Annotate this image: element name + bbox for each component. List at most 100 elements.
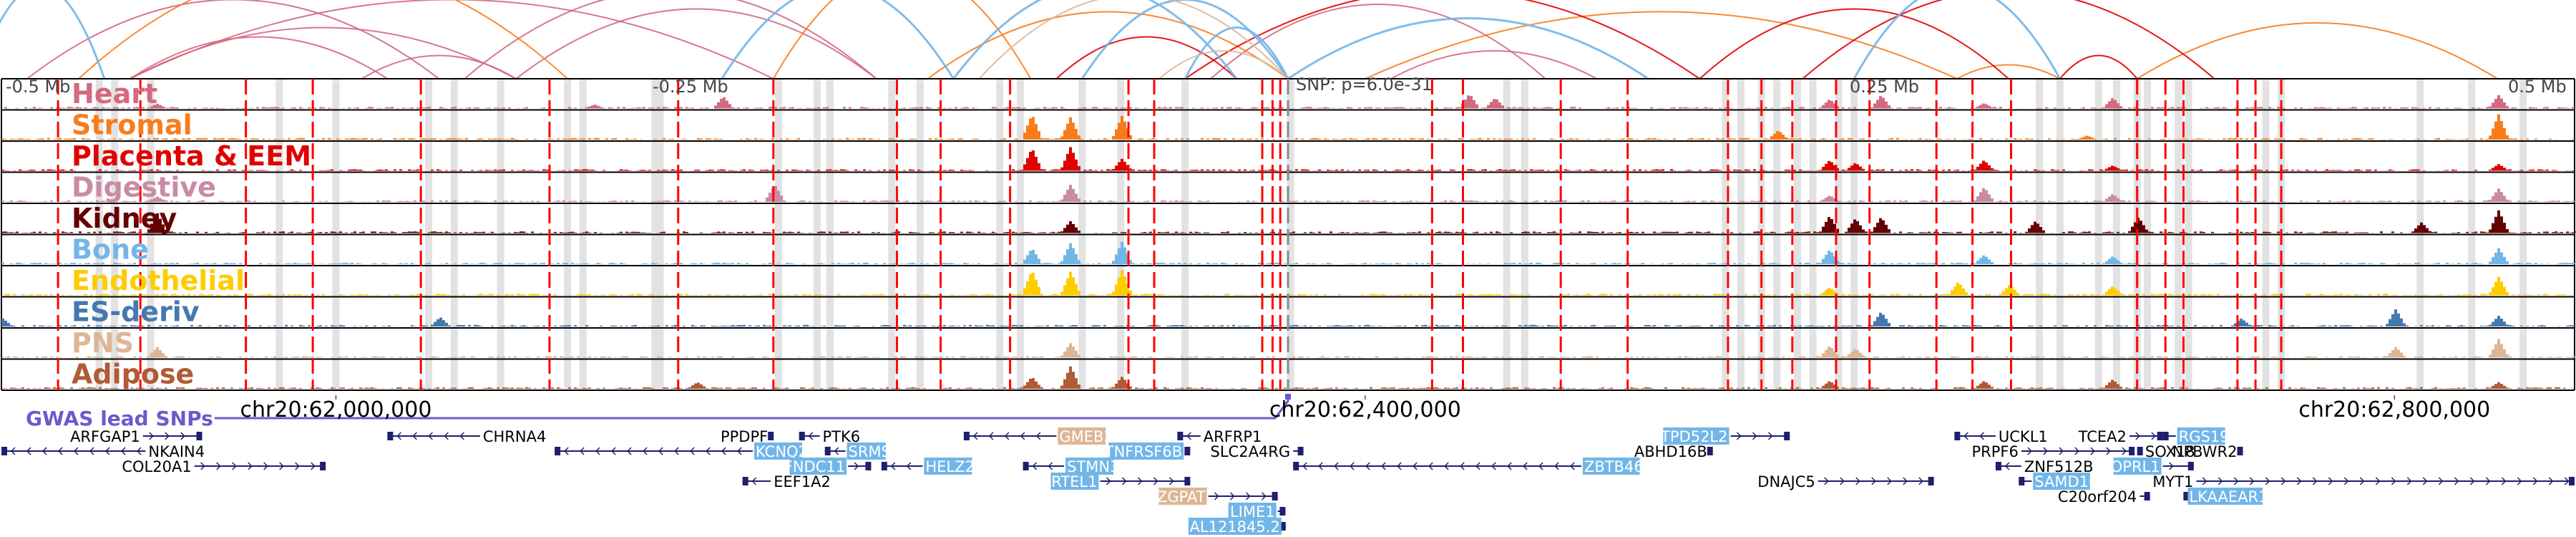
strand-forward-arrow-icon (2501, 477, 2507, 485)
gene-tcea2: TCEA2 (2078, 428, 2163, 445)
strand-forward-arrow-icon (2343, 477, 2349, 485)
strand-forward-arrow-icon (1137, 477, 1143, 485)
strand-forward-arrow-icon (1887, 477, 1892, 485)
strand-reverse-arrow-icon (1350, 462, 1355, 470)
gene-exon (2019, 477, 2025, 485)
strand-reverse-arrow-icon (721, 447, 726, 455)
strand-forward-arrow-icon (2202, 477, 2207, 485)
gene-exon (824, 447, 831, 455)
interaction-arc-16 (1184, 0, 1700, 79)
track-digestive (1, 185, 2576, 204)
gene-exon (2237, 447, 2243, 455)
strand-reverse-arrow-icon (1318, 462, 1323, 470)
strand-reverse-arrow-icon (595, 447, 600, 455)
strand-forward-arrow-icon (2517, 477, 2522, 485)
gene-oprl1: OPRL1 (2111, 458, 2194, 475)
gene-exon (2157, 432, 2163, 440)
strand-forward-arrow-icon (311, 462, 316, 470)
interaction-arc-14 (2137, 22, 2498, 79)
interaction-arc-28 (1158, 50, 1289, 79)
strand-reverse-arrow-icon (611, 447, 616, 455)
strand-reverse-arrow-icon (104, 447, 110, 455)
axis-labels: -0.5 Mb -0.25 Mb 0.25 Mb 0.5 Mb SNP: p=6… (6, 74, 2567, 97)
gene-exon (1293, 462, 1299, 470)
gene-zbtb46: ZBTB46 (1293, 458, 1644, 475)
gene-label: MYT1 (2152, 473, 2193, 490)
gene-myt1: MYT1 (2152, 473, 2575, 490)
strand-forward-arrow-icon (2059, 447, 2064, 455)
track-stromal (1, 114, 2576, 142)
gene-tnfrsf6b: TNFRSF6B (1104, 442, 1191, 460)
strand-reverse-arrow-icon (1334, 462, 1339, 470)
strand-forward-arrow-icon (149, 432, 154, 440)
strand-forward-arrow-icon (2280, 477, 2286, 485)
strand-reverse-arrow-icon (1475, 462, 1480, 470)
gene-exon (1279, 522, 1286, 531)
gene-exon (1184, 447, 1191, 455)
gene-rtel1: RTEL1 (1050, 473, 1191, 490)
gene-prpf6: PRPF6 (1972, 443, 2135, 460)
strand-forward-arrow-icon (2090, 447, 2095, 455)
strand-forward-arrow-icon (216, 462, 221, 470)
strand-reverse-arrow-icon (658, 447, 663, 455)
strand-reverse-arrow-icon (1538, 462, 1543, 470)
strand-forward-arrow-icon (854, 462, 859, 470)
strand-reverse-arrow-icon (1507, 462, 1512, 470)
gene-label: SRMS (848, 443, 890, 460)
strand-forward-arrow-icon (2375, 477, 2381, 485)
track-label-digestive: Digestive (72, 172, 216, 203)
strand-forward-arrow-icon (2485, 477, 2491, 485)
gene-exon (1995, 462, 2001, 470)
gene-exon (963, 432, 970, 440)
strand-reverse-arrow-icon (428, 432, 433, 440)
strand-reverse-arrow-icon (1979, 432, 1984, 440)
gene-label: ZBTB46 (1584, 458, 1644, 475)
gene-highlight-badge (1065, 458, 1114, 475)
interaction-arc-5 (515, 8, 877, 79)
interaction-arc-19 (2059, 54, 2138, 79)
strand-forward-arrow-icon (279, 462, 284, 470)
gene-exon (1297, 447, 1304, 455)
strand-forward-arrow-icon (180, 432, 185, 440)
gwas-track-label: GWAS lead SNPs (26, 407, 213, 430)
interaction-arc-21 (721, 0, 955, 79)
strand-forward-arrow-icon (1121, 477, 1127, 485)
strand-forward-arrow-icon (1824, 477, 1829, 485)
strand-forward-arrow-icon (2296, 477, 2302, 485)
gene-exon (1954, 432, 1961, 440)
gene-zgpat: ZGPAT (1157, 488, 1278, 505)
strand-reverse-arrow-icon (706, 447, 711, 455)
gene-label: RTEL1 (1051, 473, 1097, 490)
strand-forward-arrow-icon (2391, 477, 2396, 485)
strand-reverse-arrow-icon (906, 462, 912, 470)
coord-tick-label-1: chr20:62,400,000 (1269, 397, 1461, 422)
strand-reverse-arrow-icon (1444, 462, 1449, 470)
interaction-arc-6 (361, 54, 517, 79)
interaction-arc-26 (1853, 0, 2062, 79)
strand-reverse-arrow-icon (580, 447, 585, 455)
strand-forward-arrow-icon (2406, 477, 2412, 485)
strand-forward-arrow-icon (1229, 492, 1235, 500)
strand-forward-arrow-icon (2359, 477, 2365, 485)
gene-label: PPDPF (721, 428, 768, 445)
gene-kcnq2: KCNQ2 (555, 442, 808, 460)
gene-highlight-badge (1582, 458, 1640, 475)
strand-forward-arrow-icon (2548, 477, 2554, 485)
gene-dnajc5: DNAJC5 (1757, 473, 1934, 490)
coordinate-axis: chr20:62,000,000 chr20:62,400,000 chr20:62… (240, 395, 2490, 422)
interaction-arc-13 (1956, 64, 2061, 79)
gene-exon (387, 432, 394, 440)
gene-slc2a4rg: SLC2A4RG (1211, 443, 1304, 460)
gene-highlight-badge (2187, 488, 2263, 505)
track-label-es-deriv: ES-deriv (72, 296, 200, 328)
strand-reverse-arrow-icon (1365, 462, 1370, 470)
gene-label: AL121845.2 (1190, 518, 1280, 536)
strand-reverse-arrow-icon (89, 447, 94, 455)
strand-reverse-arrow-icon (120, 447, 126, 455)
tick-label-mb-0.5: 0.5 Mb (2508, 77, 2567, 97)
strand-forward-arrow-icon (1855, 477, 1860, 485)
strand-reverse-arrow-icon (1020, 432, 1025, 440)
tick-label-mb-neg-0.25: -0.25 Mb (653, 77, 728, 97)
interaction-arc-17 (1699, 8, 2009, 79)
